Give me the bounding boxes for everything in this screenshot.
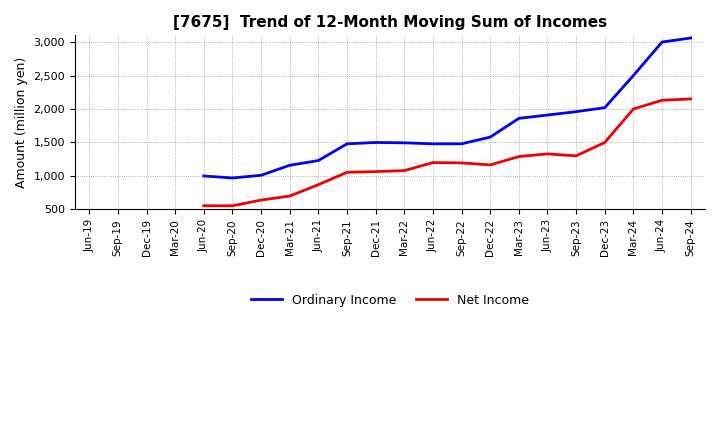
Net Income [486,162,495,168]
Ordinary Income [515,116,523,121]
Ordinary Income [572,109,580,114]
Net Income [372,169,380,174]
Net Income [686,96,695,102]
Net Income [515,154,523,159]
Y-axis label: Amount (million yen): Amount (million yen) [15,57,28,188]
Net Income [314,182,323,187]
Net Income [657,98,666,103]
Ordinary Income [314,158,323,163]
Ordinary Income [372,140,380,145]
Ordinary Income [629,73,638,78]
Net Income [600,140,609,145]
Line: Net Income: Net Income [204,99,690,206]
Ordinary Income [257,172,266,178]
Ordinary Income [285,163,294,168]
Ordinary Income [199,173,208,179]
Net Income [285,194,294,199]
Ordinary Income [686,35,695,40]
Net Income [572,153,580,158]
Net Income [228,203,237,209]
Net Income [257,198,266,203]
Net Income [400,168,408,173]
Ordinary Income [400,140,408,146]
Ordinary Income [228,175,237,180]
Ordinary Income [600,105,609,110]
Net Income [629,106,638,112]
Ordinary Income [543,112,552,117]
Ordinary Income [343,141,351,147]
Net Income [343,170,351,175]
Ordinary Income [428,141,437,147]
Net Income [428,160,437,165]
Legend: Ordinary Income, Net Income: Ordinary Income, Net Income [246,289,534,312]
Ordinary Income [657,40,666,45]
Net Income [457,160,466,165]
Net Income [543,151,552,157]
Line: Ordinary Income: Ordinary Income [204,38,690,178]
Net Income [199,203,208,209]
Ordinary Income [457,141,466,147]
Ordinary Income [486,135,495,140]
Title: [7675]  Trend of 12-Month Moving Sum of Incomes: [7675] Trend of 12-Month Moving Sum of I… [173,15,607,30]
